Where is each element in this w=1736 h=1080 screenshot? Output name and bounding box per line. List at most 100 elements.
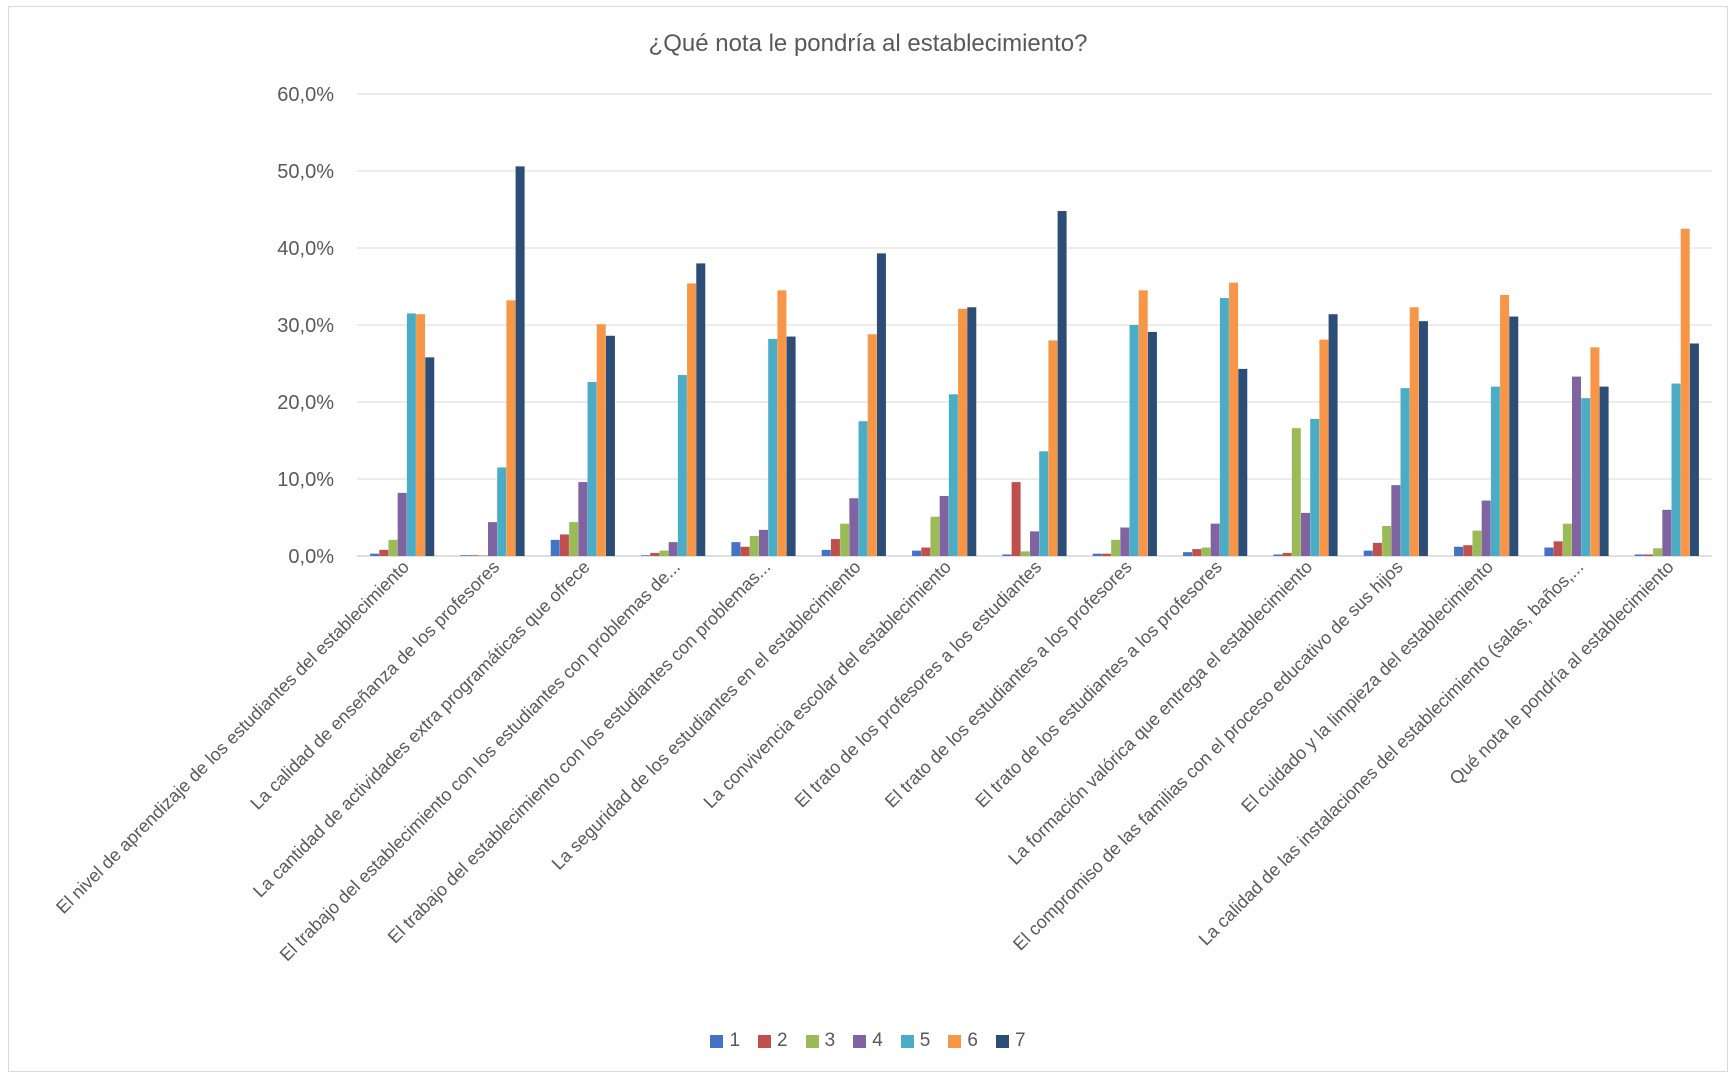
legend-item-1: 1 [710, 1030, 740, 1052]
bar-series-1 [370, 553, 380, 556]
bar-series-7 [1057, 211, 1067, 557]
bar-series-4 [1301, 512, 1310, 556]
bar-series-2 [1282, 552, 1292, 556]
bar-series-7 [1599, 386, 1609, 556]
bar-series-3 [840, 523, 850, 556]
bar-series-5 [1400, 388, 1410, 556]
legend-item-6: 6 [948, 1030, 978, 1052]
x-category-label: La seguridad de los estudiantes en el es… [548, 557, 865, 874]
y-tick-label: 0,0% [288, 546, 334, 568]
y-tick-label: 20,0% [277, 392, 334, 414]
bar-series-6 [687, 283, 697, 556]
bar-series-5 [406, 313, 416, 556]
bar-series-1 [1454, 546, 1464, 556]
bar-series-3 [1472, 530, 1482, 556]
legend-swatch [758, 1034, 772, 1048]
bar-series-5 [497, 467, 507, 556]
bar-series-6 [1680, 228, 1690, 556]
bar-series-6 [1229, 282, 1239, 556]
bar-series-2 [650, 552, 660, 556]
y-tick-label: 60,0% [277, 84, 334, 106]
bar-series-2 [740, 546, 750, 556]
legend-swatch [710, 1034, 724, 1048]
bar-series-7 [696, 263, 706, 556]
y-tick-label: 30,0% [277, 315, 334, 337]
bar-series-4 [1572, 376, 1581, 556]
bar-series-4 [759, 529, 768, 556]
legend-label: 3 [824, 1030, 836, 1051]
bar-series-4 [1210, 523, 1220, 556]
bar-series-1 [550, 539, 560, 556]
bar-series-4 [849, 498, 859, 556]
bar-series-4 [397, 492, 407, 556]
x-category-label: El nivel de aprendizaje de los estudiant… [52, 557, 413, 918]
bar-series-6 [1500, 294, 1510, 556]
bar-series-5 [1219, 298, 1229, 556]
bar-series-2 [1192, 549, 1202, 556]
bar-series-6 [958, 308, 968, 556]
bar-series-6 [1409, 307, 1419, 556]
legend-swatch [995, 1034, 1009, 1048]
legend-swatch [948, 1034, 962, 1048]
bar-series-7 [1418, 321, 1428, 556]
bar-series-3 [388, 539, 398, 556]
bar-series-6 [777, 290, 787, 556]
bar-series-2 [1372, 542, 1382, 556]
bar-series-3 [1382, 525, 1392, 556]
bar-series-1 [641, 555, 651, 556]
bar-series-5 [1039, 451, 1049, 556]
bar-series-7 [1509, 316, 1519, 556]
bar-series-5 [1129, 325, 1139, 556]
bar-series-5 [1671, 383, 1681, 556]
bar-series-4 [1030, 531, 1039, 556]
bar-series-7 [1328, 314, 1338, 556]
bar-series-6 [596, 324, 606, 556]
bar-series-1 [912, 550, 922, 556]
legend-label: 7 [1014, 1030, 1026, 1051]
legend-label: 4 [872, 1030, 883, 1051]
legend-item-3: 3 [805, 1030, 836, 1052]
bar-series-3 [1653, 548, 1663, 556]
bar-series-6 [506, 300, 516, 556]
bar-series-1 [1092, 553, 1102, 556]
bar-series-5 [858, 421, 868, 556]
bar-series-4 [939, 495, 949, 556]
x-category-label: La formación valórica que entrega el est… [1004, 557, 1316, 869]
bar-series-7 [605, 335, 615, 556]
bar-series-4 [1120, 527, 1130, 556]
legend-label: 2 [777, 1030, 788, 1051]
bar-series-6 [1590, 347, 1600, 556]
bar-series-4 [1481, 500, 1491, 556]
bar-series-1 [1273, 554, 1283, 556]
bar-series-2 [1463, 545, 1473, 556]
bar-series-4 [668, 542, 678, 556]
bar-series-2 [1011, 482, 1021, 556]
chart-title: ¿Qué nota le pondría al establecimiento? [648, 30, 1088, 57]
bar-series-7 [425, 357, 435, 556]
bar-series-3 [569, 522, 579, 556]
legend-item-4: 4 [853, 1030, 883, 1052]
bar-series-2 [1643, 554, 1653, 556]
bar-series-1 [1544, 547, 1554, 556]
bar-series-7 [515, 166, 525, 556]
bar-series-7 [1238, 368, 1248, 556]
bar-series-7 [876, 253, 886, 556]
bar-series-5 [948, 394, 958, 556]
bar-series-1 [460, 555, 470, 556]
legend-item-2: 2 [758, 1030, 788, 1052]
bar-series-5 [677, 375, 687, 556]
bar-series-5 [1490, 386, 1500, 556]
bar-series-3 [1291, 428, 1301, 556]
x-category-label: La cantidad de actividades extra program… [249, 557, 594, 902]
bar-series-1 [1363, 550, 1373, 556]
bar-series-6 [416, 314, 426, 556]
bar-series-2 [559, 534, 569, 556]
bar-series-5 [768, 338, 778, 556]
chart-legend: 1 2 3 4 5 6 7 [0, 1030, 1736, 1052]
y-tick-label: 50,0% [277, 161, 334, 183]
bar-series-4 [1391, 485, 1401, 556]
legend-label: 6 [967, 1030, 978, 1051]
bar-series-1 [1002, 554, 1012, 556]
bar-series-6 [867, 334, 877, 556]
